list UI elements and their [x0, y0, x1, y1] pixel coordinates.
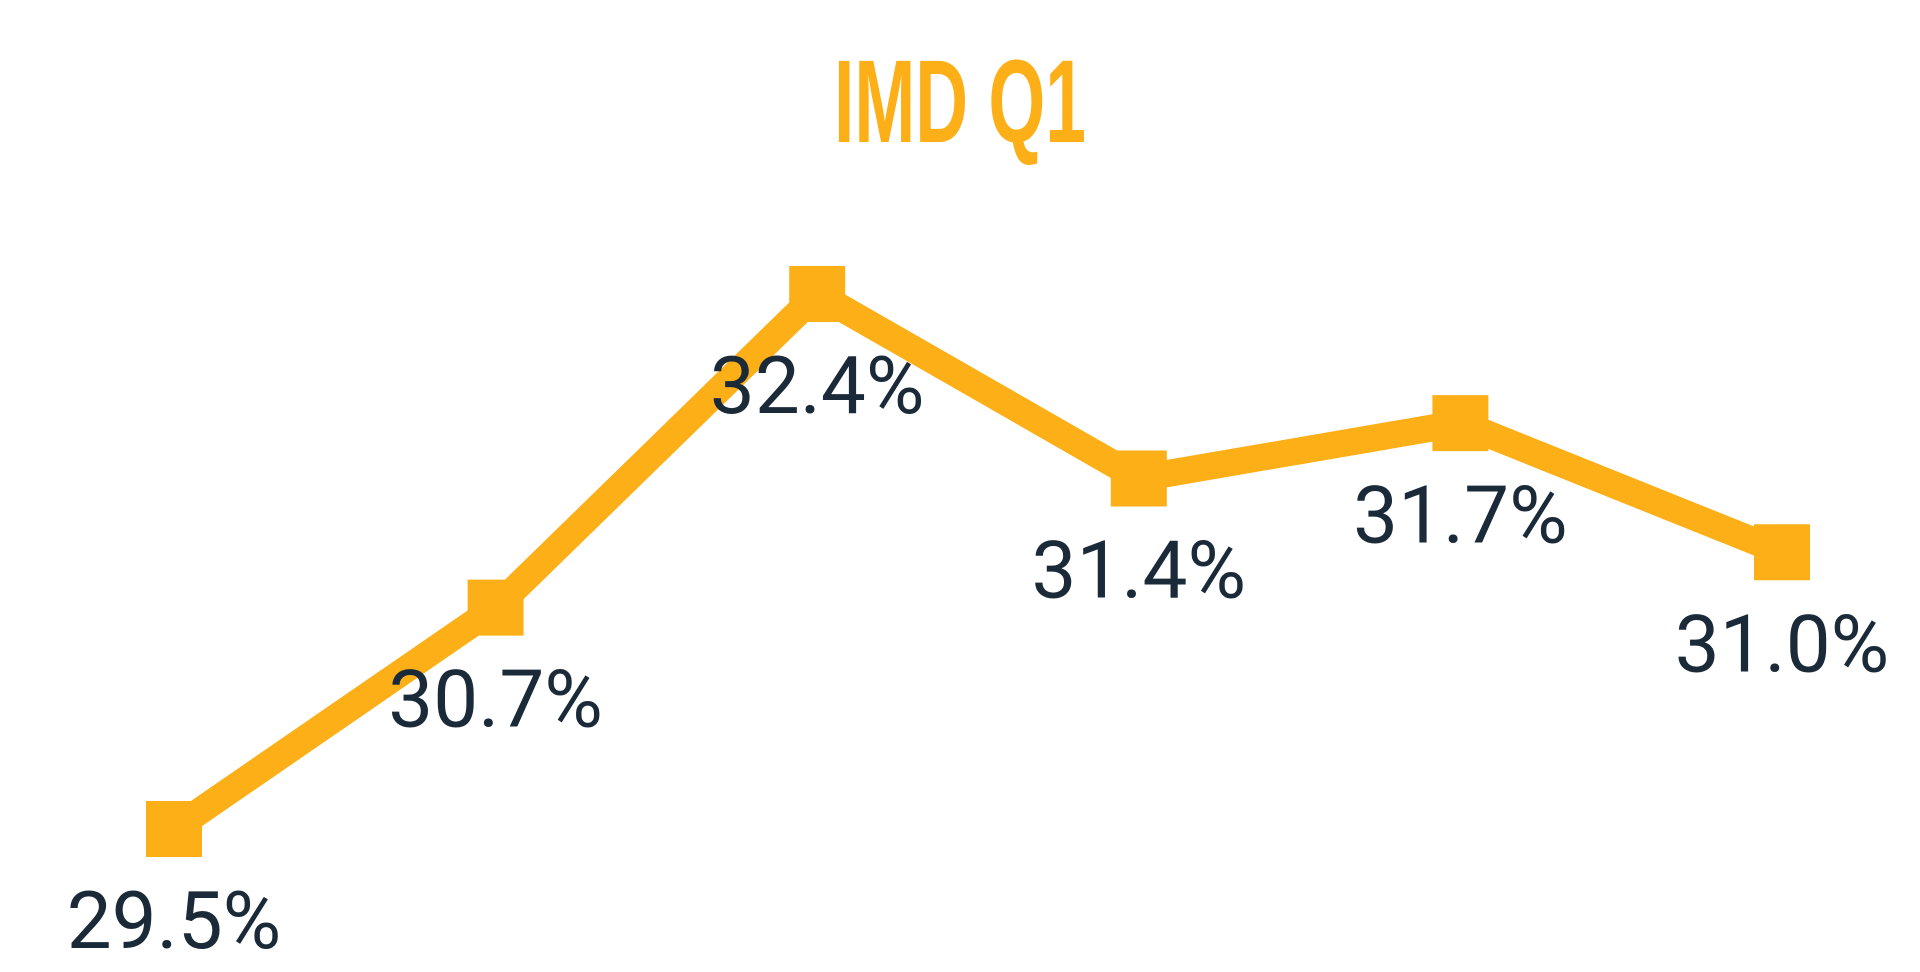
marker — [1432, 395, 1489, 452]
marker — [467, 579, 524, 636]
value-label: 30.7% — [388, 653, 603, 747]
marker — [1110, 450, 1167, 507]
chart-title: IMD Q1 — [834, 35, 1086, 167]
value-label: 31.4% — [1032, 524, 1247, 618]
line — [166, 277, 1788, 841]
marker — [1754, 524, 1810, 581]
value-label: 32.4% — [710, 339, 925, 433]
marker — [146, 801, 202, 857]
marker — [789, 266, 846, 322]
value-label: 29.5% — [67, 874, 282, 968]
value-label: 31.0% — [1675, 597, 1890, 691]
value-label: 31.7% — [1353, 468, 1568, 562]
title-group: IMD Q1 — [834, 35, 1086, 167]
